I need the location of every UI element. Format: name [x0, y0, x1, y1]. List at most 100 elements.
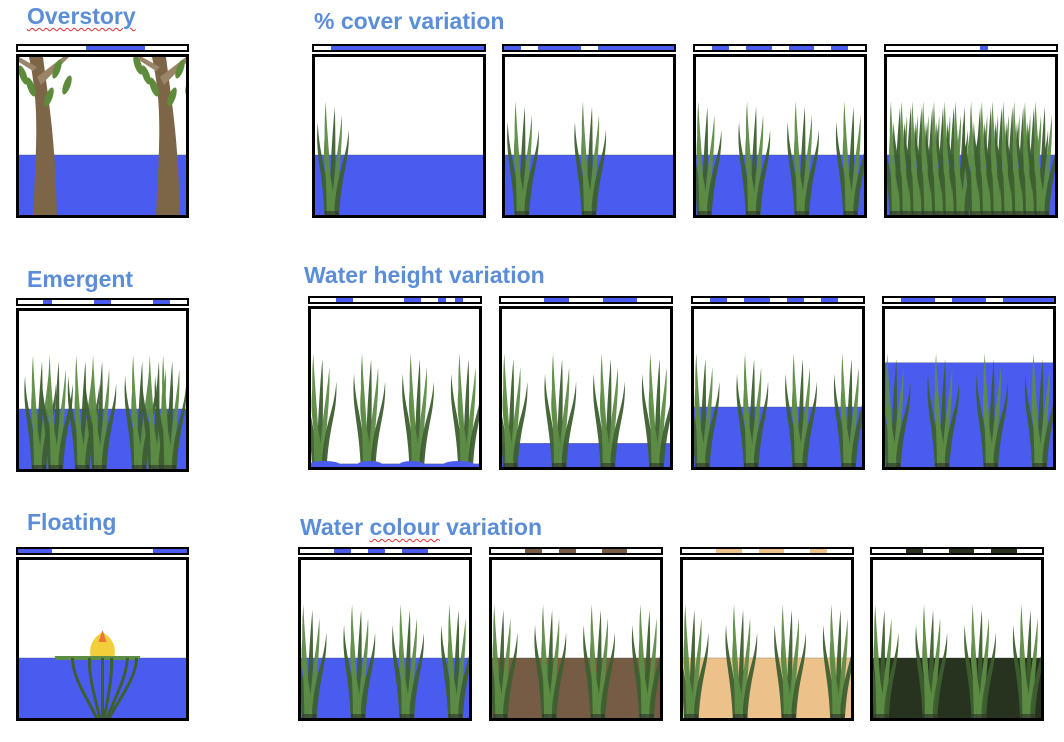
water-body [873, 657, 1041, 718]
scene-frame [691, 306, 865, 470]
tree [133, 57, 186, 215]
reed-clump [885, 353, 911, 467]
reed-clump [774, 604, 806, 718]
reed-clump [641, 353, 670, 467]
colour-panel-dark [870, 547, 1044, 721]
scene-frame [16, 308, 189, 472]
emergent-panel [16, 298, 189, 472]
reed-clump [154, 355, 186, 469]
water-body [492, 657, 660, 718]
water-body [696, 154, 864, 215]
cover-variation-label: % cover variation [314, 8, 505, 34]
scene-frame [680, 557, 854, 721]
reed-clump [787, 101, 819, 215]
reed-clump [1024, 353, 1053, 467]
reed-clump [84, 355, 117, 469]
overstory-label: Overstory [27, 3, 136, 29]
colour-key-strip [499, 296, 673, 304]
scene-frame [499, 306, 673, 470]
reed-clump [311, 353, 337, 467]
reed-clump [822, 604, 851, 718]
reed-clump [343, 604, 376, 718]
reed-clump [833, 353, 862, 467]
water-height-variation-label: Water height variation [304, 262, 545, 288]
colour-key-strip [870, 547, 1044, 555]
reed-clump [964, 604, 996, 718]
reed-clump [696, 101, 722, 215]
reed-clump [450, 353, 479, 467]
scene-frame [489, 557, 663, 721]
reed-clump [392, 604, 424, 718]
reed-clump [41, 355, 73, 469]
scene-frame [298, 557, 472, 721]
colour-key-strip [312, 44, 486, 52]
cover-panel-4 [884, 44, 1058, 218]
scene-frame [882, 306, 1056, 470]
reed-clump [1027, 101, 1055, 215]
colour-key-strip [16, 298, 189, 306]
height-panel-1 [308, 296, 482, 470]
reed-clump [915, 604, 948, 718]
water-body [502, 443, 670, 467]
cover-panel-3 [693, 44, 867, 218]
reed-clump [631, 604, 660, 718]
floating-label: Floating [27, 509, 117, 535]
colour-panel-brown [489, 547, 663, 721]
emergent-label: Emergent [27, 266, 134, 292]
reed-clump [593, 353, 625, 467]
reed-clump [736, 353, 769, 467]
height-panel-4 [882, 296, 1056, 470]
reed-clump [492, 604, 518, 718]
scene-frame [693, 54, 867, 218]
reed-clump [534, 604, 567, 718]
reed-clump [502, 353, 528, 467]
scene-frame [16, 557, 189, 721]
reed-clump [301, 604, 327, 718]
reed-clump [835, 101, 864, 215]
reed-clump [440, 604, 469, 718]
colour-key-strip [502, 44, 676, 52]
water-colour-variation-label: Water colour variation [300, 514, 542, 540]
reed-clump [1012, 604, 1041, 718]
colour-key-strip [882, 296, 1056, 304]
water-body [311, 463, 479, 467]
reed-clump [507, 101, 539, 215]
colour-key-strip [680, 547, 854, 555]
colour-key-strip [693, 44, 867, 52]
reed-clump [927, 353, 960, 467]
height-panel-2 [499, 296, 673, 470]
colour-key-strip [489, 547, 663, 555]
water-lily [54, 629, 141, 718]
reed-clump [725, 604, 758, 718]
colour-key-strip [308, 296, 482, 304]
colour-panel-blue [298, 547, 472, 721]
water-body [885, 362, 1053, 467]
overstory-panel [16, 44, 189, 218]
reed-clump [353, 353, 386, 467]
colour-key-strip [691, 296, 865, 304]
colour-key-strip [16, 44, 189, 52]
cover-panel-1 [312, 44, 486, 218]
reed-clump [402, 353, 434, 467]
colour-key-strip [884, 44, 1058, 52]
scene-frame [308, 306, 482, 470]
reed-clump [976, 353, 1008, 467]
scene-frame [502, 54, 676, 218]
water-body [683, 657, 851, 718]
reed-clump [683, 604, 709, 718]
colour-key-strip [16, 547, 189, 555]
reed-clump [544, 353, 577, 467]
scene-frame [16, 54, 189, 218]
scene-frame [312, 54, 486, 218]
colour-panel-tan [680, 547, 854, 721]
reed-clump [694, 353, 720, 467]
tree [19, 57, 72, 215]
water-body [694, 406, 862, 467]
colour-key-strip [298, 547, 472, 555]
reed-clump [873, 604, 899, 718]
reed-clump [738, 101, 771, 215]
reed-clump [317, 101, 349, 215]
reed-clump [583, 604, 615, 718]
water-body [301, 657, 469, 718]
reed-clump [574, 101, 607, 215]
